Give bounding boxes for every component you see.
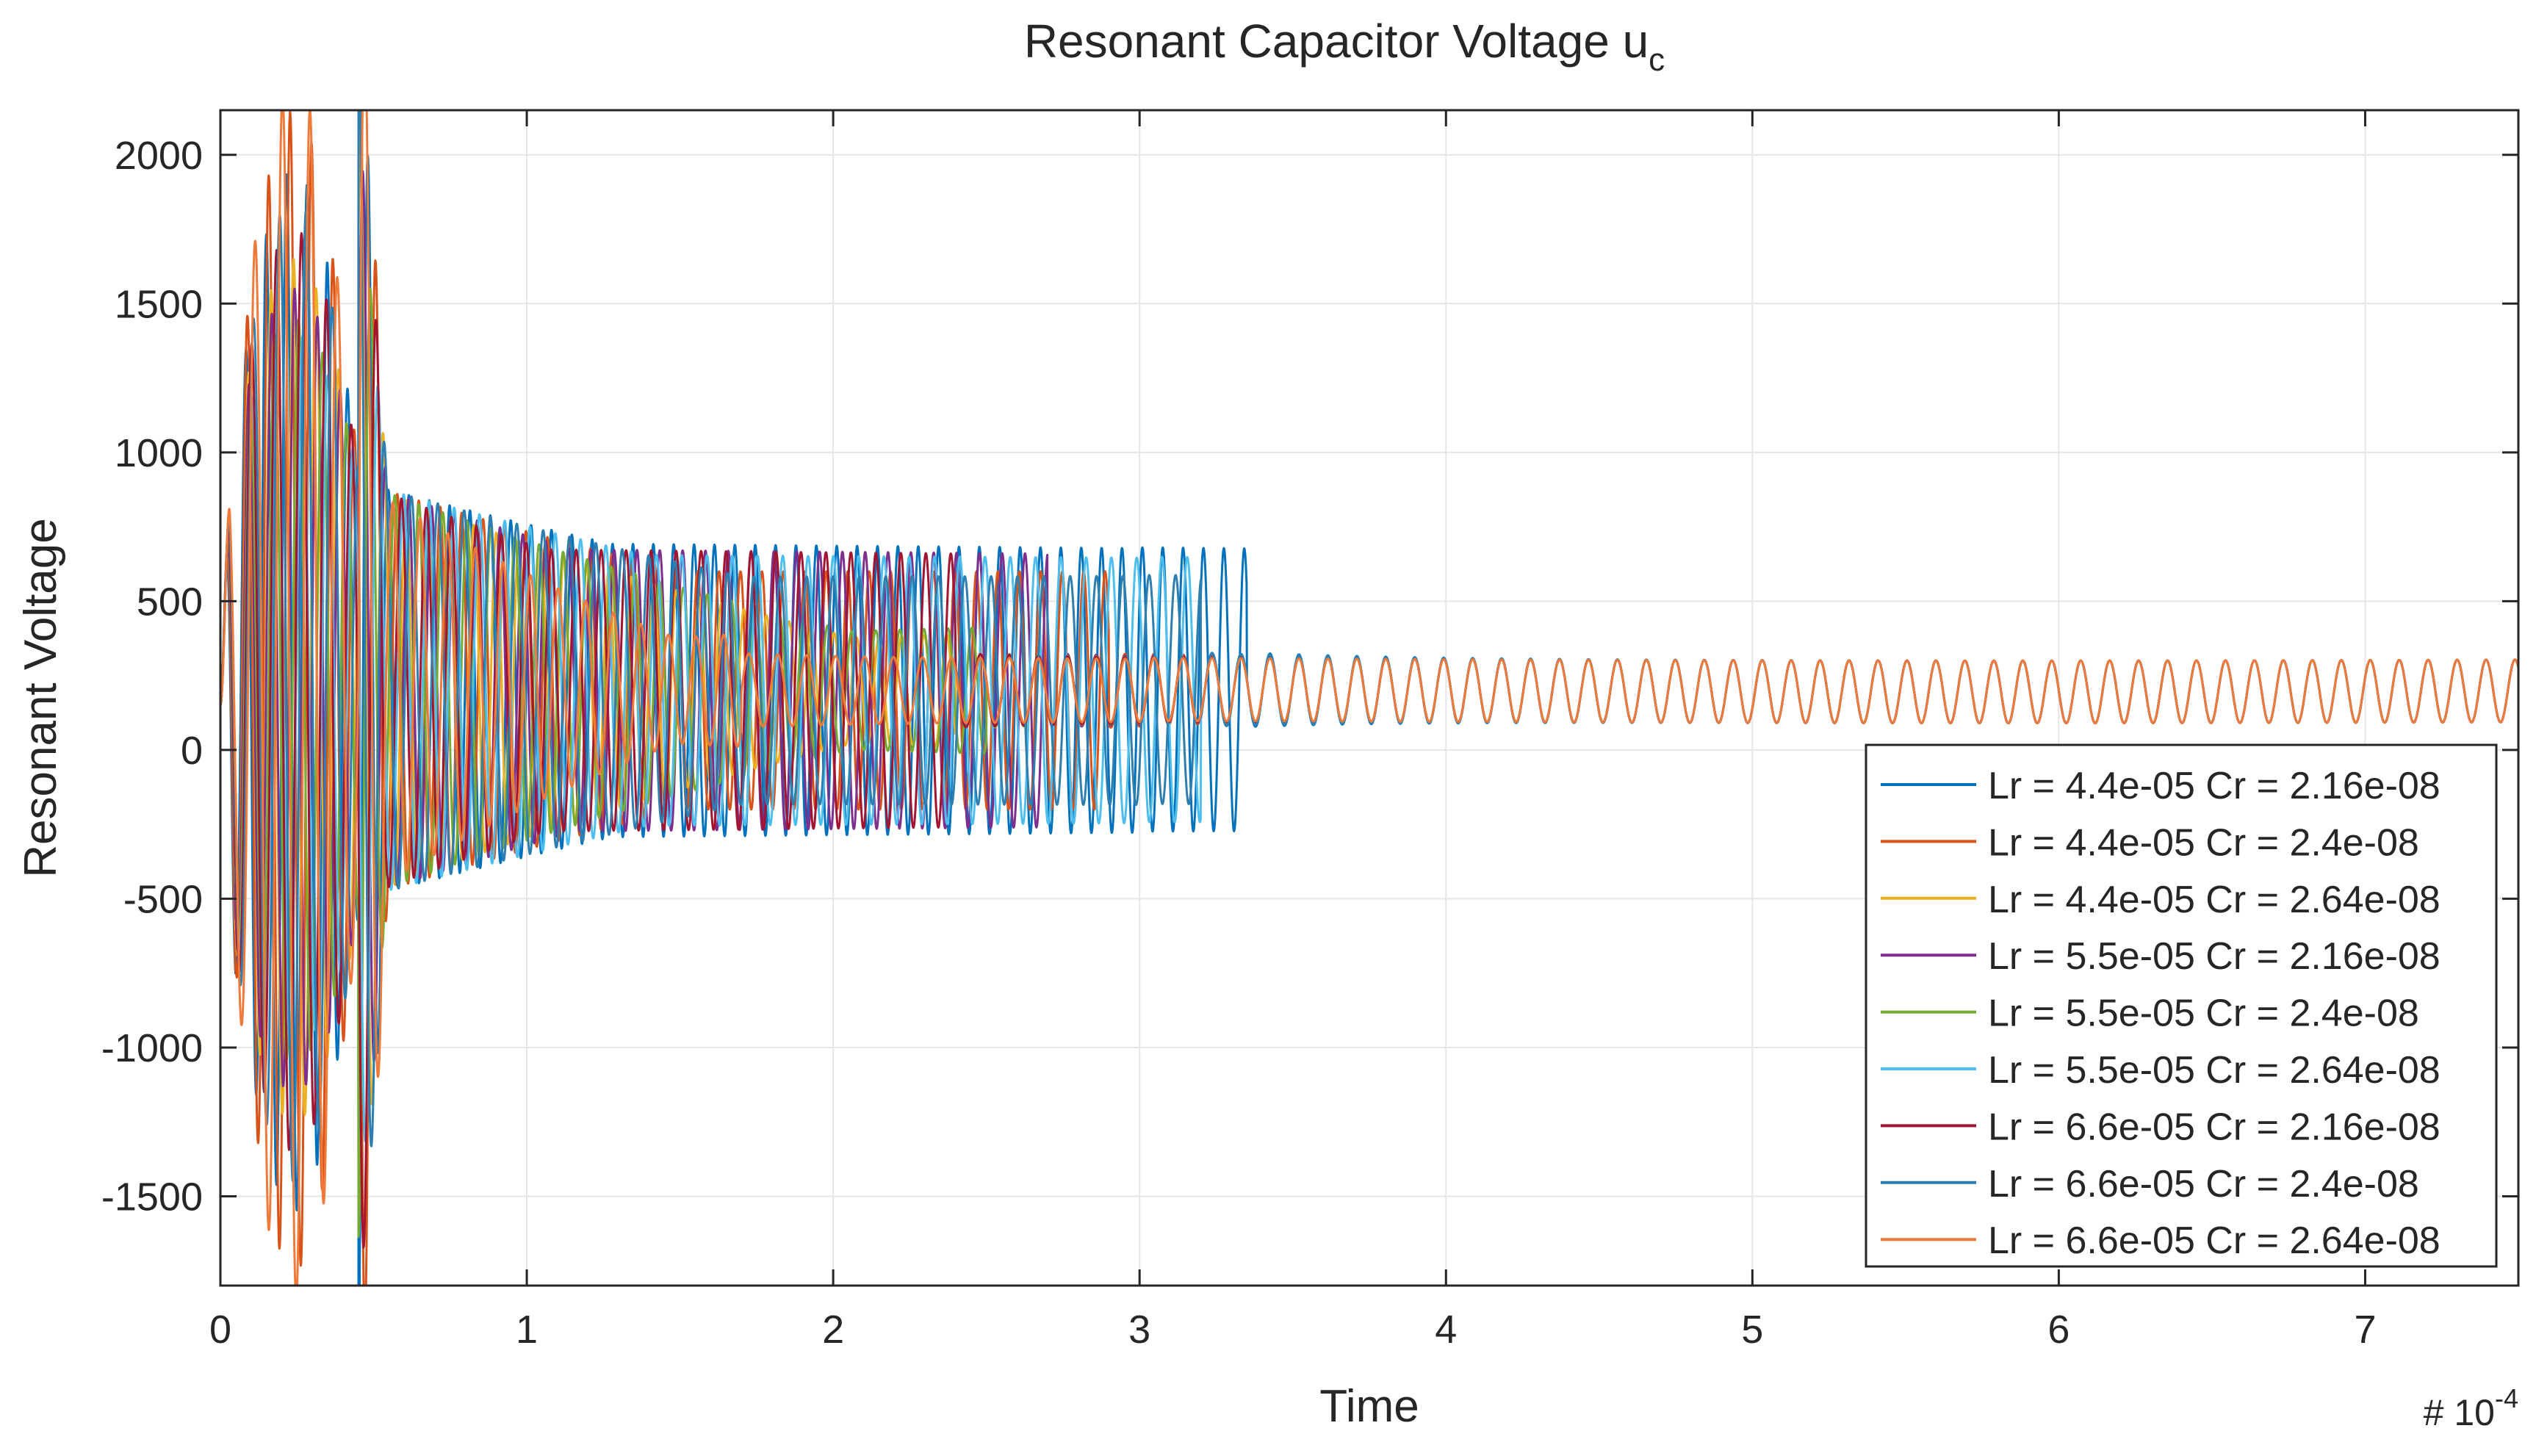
x-tick-label: 7 [2354,1308,2376,1352]
x-tick-label: 0 [209,1308,231,1352]
x-tick-labels: 0 1 2 3 4 5 6 7 [209,1308,2377,1352]
x-tick-label: 2 [822,1308,844,1352]
series-layer [220,110,2518,1286]
legend-entry: Lr = 6.6e-05 Cr = 2.64e-08 [1988,1219,2440,1262]
y-tick-label: -1500 [101,1175,203,1219]
legend-entry: Lr = 4.4e-05 Cr = 2.64e-08 [1988,879,2440,921]
legend-entry: Lr = 4.4e-05 Cr = 2.16e-08 [1988,765,2440,807]
x-tick-label: 1 [516,1308,538,1352]
legend-entry: Lr = 4.4e-05 Cr = 2.4e-08 [1988,821,2419,864]
y-tick-label: 2000 [115,134,203,178]
y-tick-label: 1500 [115,282,203,326]
x-axis-multiplier: # 10-4 [2424,1383,2518,1433]
chart-title: Resonant Capacitor Voltage uc [1024,15,1665,78]
x-tick-label: 4 [1435,1308,1457,1352]
legend: Lr = 4.4e-05 Cr = 2.16e-08 Lr = 4.4e-05 C… [1865,743,2498,1268]
legend-entry: Lr = 6.6e-05 Cr = 2.16e-08 [1988,1106,2440,1148]
x-tick-label: 5 [1741,1308,1763,1352]
x-tick-label: 3 [1128,1308,1150,1352]
legend-box [1865,743,2498,1268]
y-tick-label: -500 [123,877,203,921]
y-tick-label: 0 [181,729,203,773]
legend-entry: Lr = 5.5e-05 Cr = 2.64e-08 [1988,1049,2440,1092]
y-tick-label: 1000 [115,431,203,475]
series-line [220,110,2518,1286]
x-axis-label: Time [1319,1381,1419,1432]
legend-entry: Lr = 6.6e-05 Cr = 2.4e-08 [1988,1163,2419,1205]
legend-entry: Lr = 5.5e-05 Cr = 2.16e-08 [1988,935,2440,978]
x-tick-label: 6 [2047,1308,2069,1352]
plot-area-frame [219,109,2520,1287]
ticks [219,110,2518,1286]
legend-entry: Lr = 5.5e-05 Cr = 2.4e-08 [1988,992,2419,1035]
y-tick-label: -1000 [101,1026,203,1070]
y-axis-label: Resonant Voltage [15,518,66,878]
y-tick-labels: 2000 1500 1000 500 0 -500 -1000 -1500 [101,134,203,1219]
y-tick-label: 500 [137,580,203,624]
